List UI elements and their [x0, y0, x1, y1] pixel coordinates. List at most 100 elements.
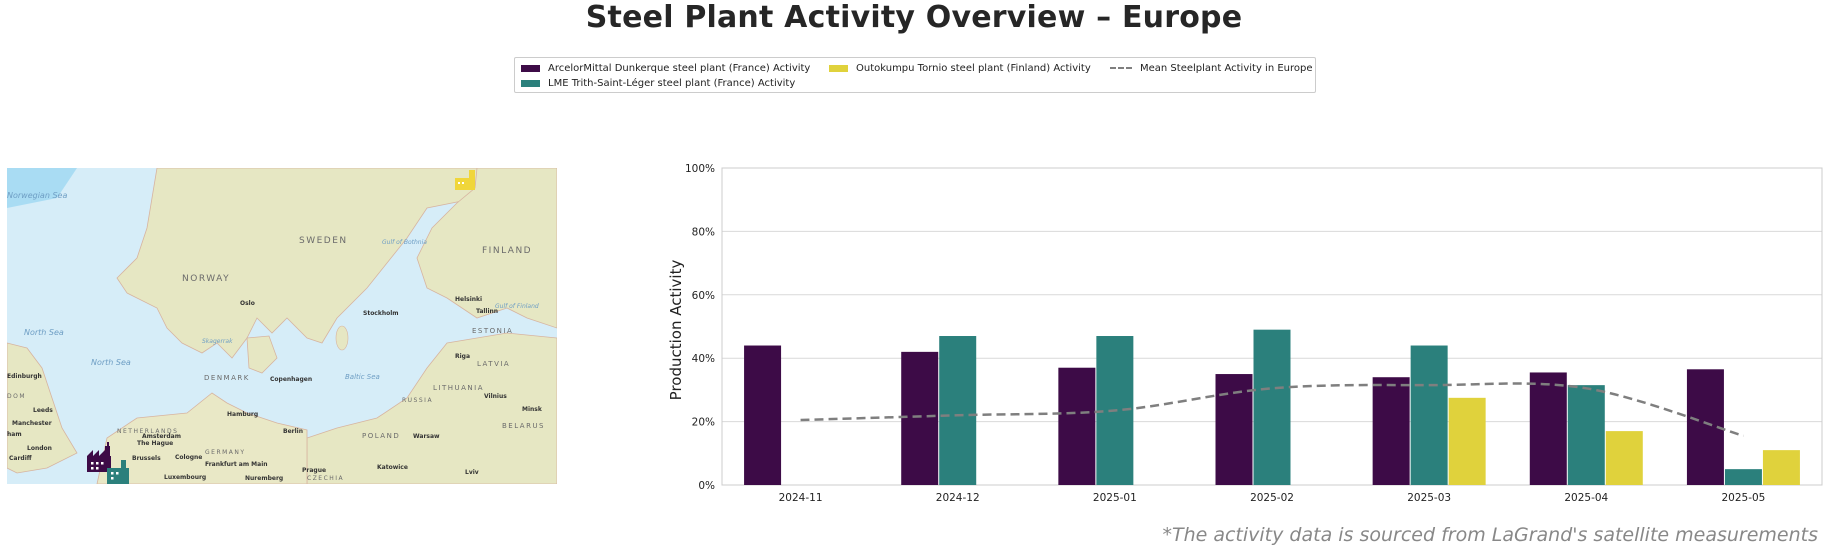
- bar-tornio: [1448, 397, 1486, 485]
- europe-map: SWEDEN FINLAND NORWAY ESTONIA LATVIA DEN…: [7, 168, 557, 484]
- map-label-manchester: Manchester: [12, 420, 52, 427]
- legend-item-mean: Mean Steelplant Activity in Europe: [1110, 61, 1313, 75]
- bar-dunkerque: [901, 351, 939, 485]
- bars: [744, 329, 1800, 485]
- y-ticks: 0% 20% 40% 60% 80% 100%: [685, 163, 715, 492]
- legend-swatch: [521, 79, 540, 87]
- map-label-norwegian-sea: Norwegian Sea: [7, 191, 67, 200]
- factory-icon-tornio: [455, 170, 475, 190]
- scandinavia-land: [116, 168, 488, 359]
- map-label-brussels: Brussels: [132, 455, 161, 462]
- map-label-skagerrak: Skagerrak: [202, 338, 233, 345]
- legend-swatch: [829, 64, 848, 72]
- y-tick-label: 0%: [698, 480, 715, 492]
- page-title: Steel Plant Activity Overview – Europe: [585, 0, 1243, 35]
- bar-tornio: [1605, 431, 1643, 485]
- legend-label: Mean Steelplant Activity in Europe: [1140, 62, 1313, 74]
- bar-dunkerque: [744, 345, 782, 485]
- chart-legend: ArcelorMittal Dunkerque steel plant (Fra…: [514, 57, 1316, 93]
- map-label-minsk: Minsk: [522, 406, 543, 413]
- map-label-vilnius: Vilnius: [484, 393, 507, 400]
- map-label-frankfurt: Frankfurt am Main: [205, 461, 268, 468]
- map-label-copenhagen: Copenhagen: [270, 376, 312, 383]
- x-ticks: 2024-11 2024-12 2025-01 2025-02 2025-03 2025-…: [779, 492, 1766, 504]
- legend-label: ArcelorMittal Dunkerque steel plant (Fra…: [548, 62, 811, 74]
- map-label-nuremberg: Nuremberg: [245, 475, 283, 482]
- bar-tornio: [1762, 450, 1800, 485]
- map-label-katowice: Katowice: [377, 464, 408, 471]
- central-europe-land: [96, 392, 308, 484]
- map-label-edinburgh: Edinburgh: [7, 373, 42, 380]
- denmark-land: [246, 335, 278, 374]
- bar-trith: [1567, 385, 1605, 485]
- map-label-lviv: Lviv: [465, 469, 479, 476]
- island: [335, 325, 349, 351]
- legend-label: LME Trith-Saint-Léger steel plant (Franc…: [548, 77, 796, 89]
- map-label-lithuania: LITHUANIA: [433, 384, 484, 392]
- map-label-prague: Prague: [302, 467, 326, 474]
- bar-dunkerque: [1372, 377, 1410, 485]
- map-label-warsaw: Warsaw: [413, 433, 440, 440]
- factory-icon-trith: [107, 460, 129, 484]
- map-label-berlin: Berlin: [283, 428, 303, 435]
- map-label-gulf-bothnia: Gulf of Bothnia: [382, 239, 427, 246]
- bar-dunkerque: [1058, 367, 1096, 485]
- legend-item-dunkerque: ArcelorMittal Dunkerque steel plant (Fra…: [521, 61, 810, 75]
- bar-trith: [1410, 345, 1448, 485]
- map-label-riga: Riga: [455, 353, 470, 360]
- legend-swatch: [521, 64, 540, 72]
- map-label-stockholm: Stockholm: [363, 310, 399, 317]
- x-tick-label: 2025-04: [1564, 492, 1608, 504]
- x-tick-label: 2024-12: [936, 492, 980, 504]
- eastern-europe-land: [306, 332, 557, 484]
- map-label-ham: ham: [7, 431, 22, 438]
- map-label-denmark: DENMARK: [204, 374, 250, 382]
- legend-dash: [1110, 67, 1132, 69]
- mean-activity-line: [800, 382, 1744, 438]
- x-tick-label: 2025-03: [1407, 492, 1451, 504]
- bar-trith: [939, 336, 977, 485]
- legend-item-tornio: Outokumpu Tornio steel plant (Finland) A…: [829, 61, 1091, 75]
- map-label-dom: DOM: [7, 393, 26, 400]
- footnote: *The activity data is sourced from LaGra…: [1162, 524, 1818, 546]
- map-label-russia: RUSSIA: [402, 397, 433, 404]
- map-label-oslo: Oslo: [240, 300, 255, 307]
- map-label-helsinki: Helsinki: [455, 296, 482, 303]
- y-tick-label: 80%: [692, 226, 715, 238]
- finland-land: [416, 168, 557, 329]
- map-label-belarus: BELARUS: [502, 422, 545, 430]
- map-label-cardiff: Cardiff: [9, 455, 32, 462]
- bar-dunkerque: [1529, 372, 1567, 485]
- map-label-north-sea: North Sea: [24, 328, 64, 337]
- map-label-leeds: Leeds: [33, 407, 53, 414]
- y-axis-label: Production Activity: [667, 260, 685, 401]
- y-tick-label: 100%: [685, 163, 715, 175]
- map-label-luxembourg: Luxembourg: [164, 474, 206, 481]
- uk-land: [7, 342, 78, 474]
- map-label-north-sea-2: North Sea: [91, 358, 131, 367]
- map-label-cologne: Cologne: [175, 454, 202, 461]
- legend-label: Outokumpu Tornio steel plant (Finland) A…: [856, 62, 1091, 74]
- map-svg: SWEDEN FINLAND NORWAY ESTONIA LATVIA DEN…: [7, 168, 557, 484]
- map-label-tallinn: Tallinn: [476, 308, 498, 315]
- x-tick-label: 2025-01: [1093, 492, 1137, 504]
- map-label-norway: NORWAY: [182, 274, 230, 284]
- y-tick-label: 40%: [692, 353, 715, 365]
- map-label-baltic-sea: Baltic Sea: [345, 373, 380, 381]
- legend-item-trith: LME Trith-Saint-Léger steel plant (Franc…: [521, 76, 795, 90]
- map-label-poland: POLAND: [362, 432, 400, 440]
- x-tick-label: 2024-11: [779, 492, 823, 504]
- map-label-finland: FINLAND: [482, 246, 532, 256]
- map-label-germany: GERMANY: [205, 449, 246, 456]
- bar-trith: [1253, 329, 1291, 485]
- map-label-czechia: CZECHIA: [307, 475, 344, 482]
- map-label-hamburg: Hamburg: [227, 411, 258, 418]
- y-tick-label: 60%: [692, 290, 715, 302]
- map-label-the-hague: The Hague: [137, 440, 173, 447]
- map-label-latvia: LATVIA: [477, 360, 510, 368]
- map-label-netherlands: NETHERLANDS: [117, 428, 178, 435]
- x-tick-label: 2025-05: [1721, 492, 1765, 504]
- y-tick-label: 20%: [692, 417, 715, 429]
- map-label-estonia: ESTONIA: [472, 327, 513, 335]
